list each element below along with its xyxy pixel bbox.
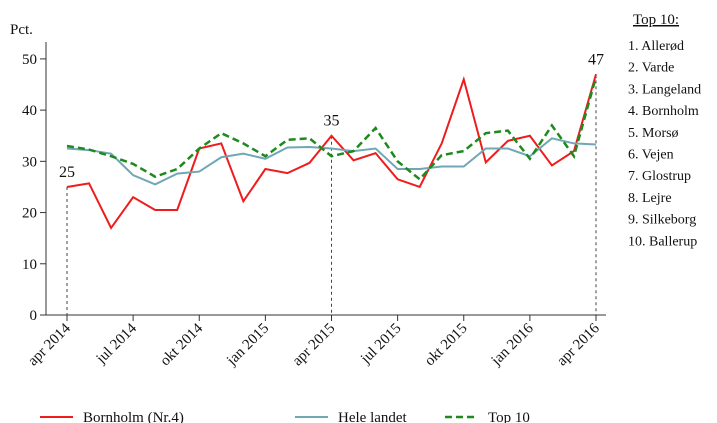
y-tick-label: 30	[22, 154, 37, 170]
side-list-item: 3. Langeland	[628, 82, 701, 97]
side-list-item: 9. Silkeborg	[628, 213, 696, 228]
x-tick-label: apr 2014	[25, 320, 74, 369]
x-tick-label: apr 2016	[554, 320, 603, 369]
legend-label: Bornholm (Nr.4)	[83, 410, 184, 423]
annotation-label: 47	[588, 51, 604, 68]
x-tick-label: jan 2016	[488, 320, 537, 369]
side-list-item: 10. Ballerup	[628, 234, 697, 249]
side-list-item: 2. Varde	[628, 61, 674, 76]
y-tick-label: 10	[22, 257, 37, 273]
series-line	[66, 76, 598, 181]
y-tick-label: 50	[22, 52, 37, 68]
annotation-label: 25	[59, 164, 75, 181]
side-list-item: 6. Vejen	[628, 148, 674, 163]
series-line	[66, 73, 597, 230]
side-list-item: 1. Allerød	[628, 39, 684, 54]
x-tick-label: jul 2014	[93, 320, 140, 367]
legend-label: Hele landet	[338, 410, 408, 423]
y-tick-label: 40	[22, 103, 37, 119]
x-tick-label: apr 2015	[290, 321, 339, 370]
side-list-item: 8. Lejre	[628, 191, 672, 206]
y-tick-label: 0	[30, 308, 38, 324]
y-tick-label: 20	[22, 206, 37, 222]
side-list-item: 4. Bornholm	[628, 104, 699, 119]
legend-label: Top 10	[488, 410, 530, 423]
annotation-label: 35	[324, 113, 340, 130]
x-tick-label: okt 2015	[422, 321, 471, 370]
x-tick-label: okt 2014	[157, 320, 206, 369]
side-list-title: Top 10:	[633, 12, 679, 28]
side-list-item: 5. Morsø	[628, 126, 679, 141]
series-line	[66, 137, 597, 186]
y-axis-label: Pct.	[10, 22, 33, 38]
x-tick-label: jul 2015	[357, 321, 404, 368]
side-list-item: 7. Glostrup	[628, 169, 691, 184]
x-tick-label: jan 2015	[223, 321, 272, 370]
